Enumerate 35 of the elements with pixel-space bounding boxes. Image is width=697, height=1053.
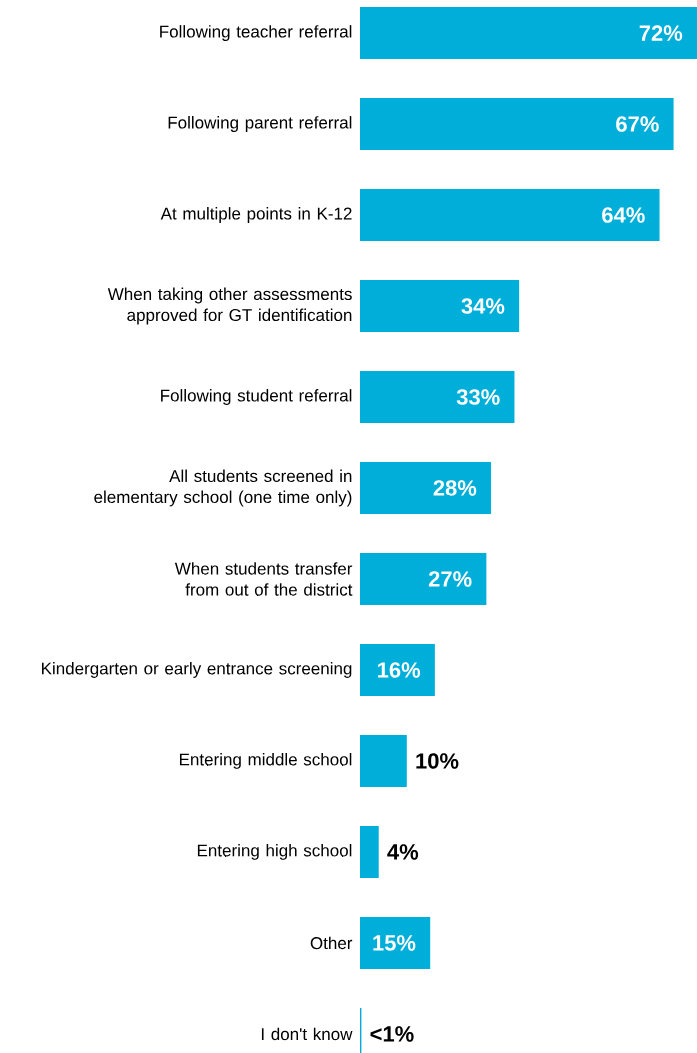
y-tick-label: At multiple points in K-12 — [160, 207, 352, 223]
bar — [360, 825, 379, 878]
bar — [360, 98, 674, 151]
data-label: 33% — [456, 389, 500, 405]
data-label: 72% — [639, 25, 683, 41]
bar — [360, 461, 492, 514]
data-label: <1% — [370, 1026, 414, 1042]
bar — [360, 7, 697, 60]
data-label: 34% — [461, 298, 505, 314]
data-label: 16% — [378, 662, 421, 678]
bar — [360, 280, 520, 333]
bar — [360, 734, 407, 787]
y-tick-label: Other — [310, 936, 353, 950]
data-label: 4% — [387, 844, 419, 860]
data-label: 10% — [416, 753, 459, 769]
bar — [360, 643, 435, 696]
y-tick-label: Entering high school — [197, 844, 352, 860]
y-tick-label: Kindergarten or early entrance screening — [42, 662, 352, 678]
y-tick-label: When students transfer from out of the district — [174, 562, 353, 596]
data-label: 28% — [433, 480, 477, 496]
bar — [360, 370, 515, 423]
y-tick-label: All students screened in elementary school (one time only) — [94, 469, 352, 507]
y-tick-label: Following student referral — [161, 389, 352, 405]
data-label: 64% — [602, 207, 645, 223]
y-tick-label: When taking other assessments approved for GT identification — [107, 287, 352, 325]
bar — [360, 189, 660, 242]
y-tick-label: Following parent referral — [168, 116, 352, 132]
bar — [360, 552, 487, 605]
bar — [360, 916, 431, 969]
data-label: 27% — [428, 571, 472, 587]
y-tick-label: I don't know — [261, 1027, 353, 1041]
data-label: 67% — [616, 116, 659, 132]
y-tick-label: Following teacher referral — [160, 25, 352, 41]
data-label: 15% — [373, 935, 416, 951]
y-tick-label: Entering middle school — [179, 753, 352, 769]
